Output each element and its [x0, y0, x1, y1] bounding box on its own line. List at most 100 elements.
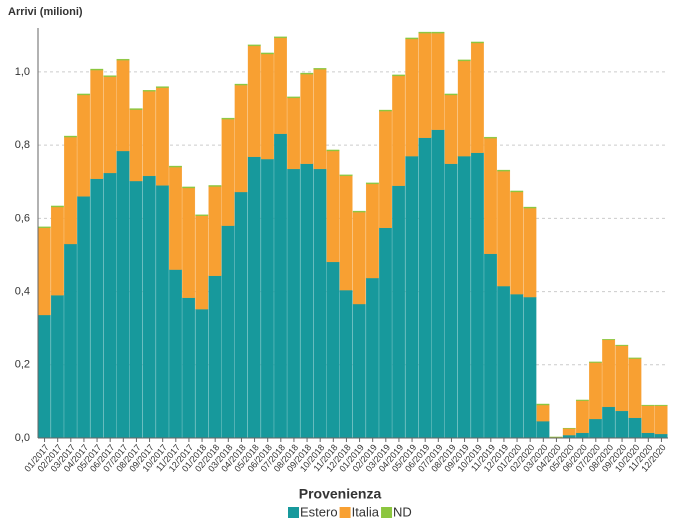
bar-segment [628, 358, 642, 419]
bar-segment [418, 32, 432, 138]
y-tick-label: 0,2 [15, 359, 30, 371]
bar-segment [431, 32, 445, 130]
bar-segment [615, 410, 629, 439]
bar-segment [326, 150, 340, 263]
y-tick-label: 0,4 [15, 285, 30, 297]
bar-segment [339, 174, 353, 177]
bar-segment [182, 187, 196, 298]
bar-segment [90, 69, 104, 179]
bar-segment [287, 96, 301, 99]
bar-segment [116, 150, 130, 439]
bar-segment [208, 185, 222, 187]
bar-segment [444, 94, 458, 164]
bar-segment [274, 36, 287, 39]
bar-segment [287, 97, 301, 170]
bar-segment [392, 185, 406, 439]
bar-segment [260, 52, 274, 55]
bar-segment [274, 133, 287, 439]
legend-swatch [339, 507, 351, 518]
bar-segment [405, 38, 419, 157]
bar-segment [628, 357, 642, 359]
bar-segment [470, 42, 484, 153]
bar-segment [64, 136, 77, 245]
legend-label: Estero [300, 504, 338, 519]
bar-segment [221, 225, 235, 439]
bar-segment [575, 399, 589, 401]
bar-segment [444, 163, 458, 439]
bar-segment [274, 37, 287, 134]
bar-segment [182, 297, 196, 439]
bar-segment [169, 166, 182, 270]
y-tick-label: 0,6 [15, 212, 30, 224]
bar-segment [234, 191, 248, 439]
bar-segment [352, 211, 366, 305]
bar-segment [103, 172, 117, 439]
bar-segment [641, 405, 655, 434]
bar-segment [352, 210, 366, 213]
bar-segment [300, 163, 314, 439]
legend-swatch [288, 507, 299, 518]
bar-segment [418, 31, 432, 34]
bar-segment [457, 155, 471, 439]
y-tick-label: 1,0 [15, 66, 30, 78]
bar-segment [536, 421, 550, 439]
bar-segment [182, 186, 196, 189]
bar-segment [379, 110, 392, 229]
bar-segment [523, 206, 537, 209]
bar-segment [169, 165, 182, 168]
bar-segment [392, 75, 406, 186]
bar-segment [510, 190, 524, 193]
bar-segment [497, 285, 511, 439]
bar-segment [602, 406, 616, 439]
y-tick-label: 0,8 [15, 139, 30, 151]
bar-segment [326, 261, 340, 439]
bar-segment [365, 183, 379, 279]
bar-segment [300, 73, 314, 164]
bar-segment [431, 129, 445, 439]
legend-label: Italia [352, 504, 380, 519]
bar-segment [129, 108, 143, 110]
bar-segment [234, 84, 248, 193]
bar-segment [155, 87, 169, 186]
bar-segment [247, 45, 261, 158]
bar-segment [37, 226, 51, 229]
bar-segment [654, 404, 668, 406]
bar-segment [64, 243, 77, 439]
bar-segment [654, 405, 668, 435]
bar-segment [90, 178, 104, 439]
bar-segment [602, 339, 616, 341]
bar-segment [484, 136, 497, 139]
bar-segment [589, 418, 602, 439]
bar-segment [300, 72, 314, 75]
bar-segment [575, 400, 589, 434]
bar-segment [628, 417, 642, 439]
bar-segment [208, 186, 222, 276]
bar-segment [405, 37, 419, 40]
bar-segment [103, 75, 117, 77]
bar-segment [221, 117, 235, 120]
bar-segment [50, 206, 64, 296]
bar-segment [195, 308, 209, 439]
bar-segment [313, 168, 327, 439]
bar-segment [208, 275, 222, 439]
bar-segment [457, 60, 471, 157]
bar-segment [457, 59, 471, 62]
bar-segment [77, 94, 91, 197]
bar-segment [484, 253, 497, 439]
bar-segment [90, 68, 104, 71]
bar-segment [615, 344, 629, 346]
bar-segment [195, 214, 209, 216]
bar-segment [470, 41, 484, 44]
bar-segment [536, 404, 550, 422]
bar-segment [392, 74, 406, 77]
bar-segment [129, 180, 143, 439]
bar-segment [142, 175, 156, 439]
bar-segment [365, 182, 379, 185]
bar-segment [313, 68, 327, 70]
bar-segment [221, 119, 235, 226]
bar-segment [602, 339, 616, 408]
y-tick-label: 0,0 [15, 432, 30, 444]
bar-segment [247, 156, 261, 439]
